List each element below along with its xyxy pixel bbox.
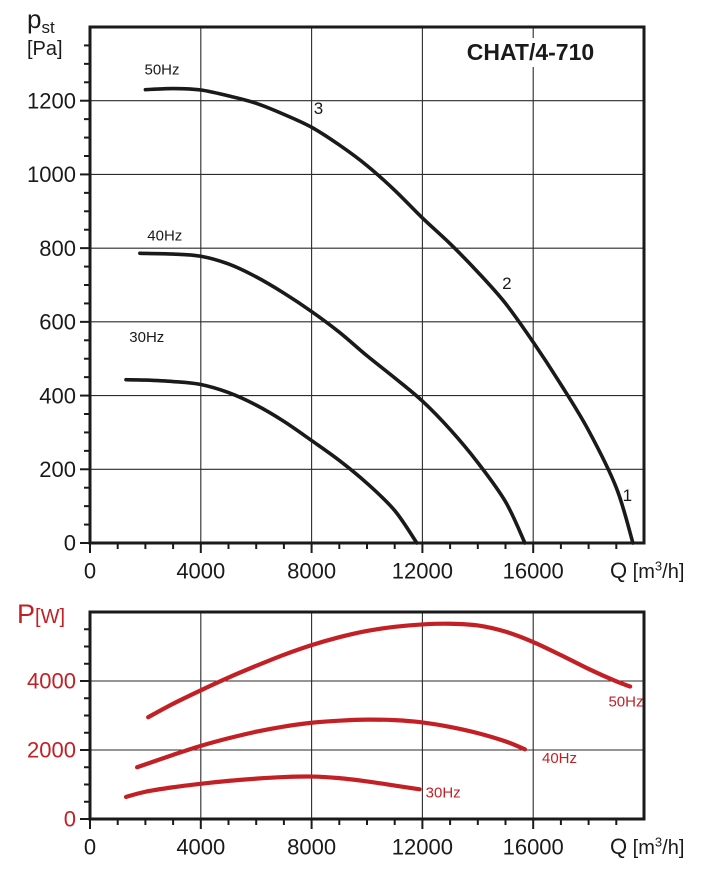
curve-label-3: 3 (314, 99, 323, 118)
static-pressure-vs-flow-curve-40hz (138, 251, 527, 545)
y-tick-label: 0 (64, 807, 76, 832)
power-vs-flow-curve-40hz (134, 717, 527, 770)
curve-label-40hz: 40Hz (147, 227, 182, 244)
curve-label-30hz: 30Hz (426, 785, 461, 802)
x-tick-label: 8000 (287, 835, 336, 860)
curve-label-2: 2 (502, 274, 511, 293)
x-tick-label: 0 (84, 835, 96, 860)
y-tick-label: 600 (39, 310, 76, 335)
power-vs-flow-chart: 0 4000 8000 12000 16000 0 2000 4000 50Hz 40Hz 30Hz (27, 610, 646, 860)
y-tick-label: 1000 (27, 162, 76, 187)
curve-label-50hz: 50Hz (608, 693, 643, 710)
static-pressure-vs-flow-chart: 0 4000 8000 12000 16000 0 200 400 600 800 1000 1200… (27, 25, 646, 584)
plot-frame (88, 25, 646, 545)
curve-label-50hz: 50Hz (145, 62, 180, 79)
x-tick-label: 8000 (287, 559, 336, 584)
y-tick-label: 1200 (27, 88, 76, 113)
curve-label-40hz: 40Hz (542, 750, 577, 767)
power-vs-flow-curve-50hz (146, 621, 633, 720)
curve-label-30hz: 30Hz (129, 329, 164, 346)
x-tick-label: 16000 (503, 559, 564, 584)
static-pressure-vs-flow-curve-50hz (143, 86, 635, 545)
y-tick-label: 800 (39, 236, 76, 261)
static-pressure-vs-flow-curve-30hz (124, 377, 419, 545)
curve-label-1: 1 (623, 486, 632, 505)
x-tick-label: 4000 (176, 835, 225, 860)
x-tick-label: 0 (84, 559, 96, 584)
x-tick-label: 4000 (176, 559, 225, 584)
y-tick-label: 0 (64, 531, 76, 556)
y-tick-label: 2000 (27, 738, 76, 763)
x-tick-label: 12000 (392, 559, 453, 584)
y-tick-label: 4000 (27, 669, 76, 694)
y-tick-label: 200 (39, 457, 76, 482)
y-tick-label: 400 (39, 383, 76, 408)
power-vs-flow-curve-30hz (123, 774, 422, 800)
x-tick-label: 16000 (503, 835, 564, 860)
x-tick-label: 12000 (392, 835, 453, 860)
